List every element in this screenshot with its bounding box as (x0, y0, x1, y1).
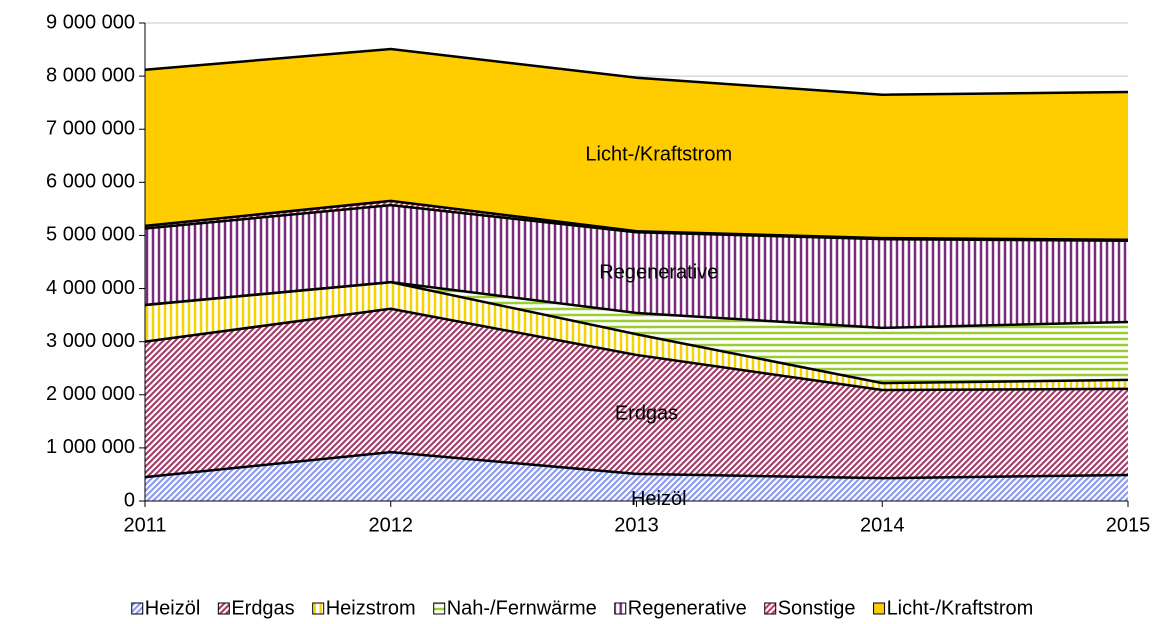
legend-swatch (873, 602, 886, 615)
legend-label: Erdgas (231, 597, 294, 619)
x-tick-label: 2014 (860, 514, 905, 536)
y-tick-label: 9 000 000 (46, 11, 135, 33)
area (145, 308, 1128, 479)
area (145, 282, 1128, 384)
x-tick-label: 2012 (369, 514, 414, 536)
area-edge (144, 280, 1129, 330)
legend-swatch (312, 602, 325, 615)
y-tick-label: 4 000 000 (46, 277, 135, 299)
area-label: Regenerative (599, 261, 718, 283)
y-tick-label: 5 000 000 (46, 224, 135, 246)
y-tick-label: 3 000 000 (46, 330, 135, 352)
legend-swatch (614, 602, 627, 615)
area-label: Erdgas (615, 403, 678, 425)
y-tick-label: 6 000 000 (46, 171, 135, 193)
y-tick-label: 0 (124, 489, 135, 511)
x-tick-label: 2013 (614, 514, 659, 536)
area-edge (144, 450, 1129, 480)
x-tick-label: 2015 (1106, 514, 1151, 536)
legend: Heizöl Erdgas Heizstrom Nah-/Fernwärme Regen… (131, 597, 1034, 619)
area-edge (144, 307, 1129, 392)
legend-swatch (433, 602, 446, 615)
legend-swatch (764, 602, 777, 615)
legend-label: Licht-/Kraftstrom (887, 597, 1034, 619)
area (145, 282, 1128, 390)
legend-swatch (131, 602, 144, 615)
legend-label: Sonstige (778, 597, 856, 619)
legend-label: Nah-/Fernwärme (447, 597, 597, 619)
x-tick-label: 2011 (123, 514, 166, 536)
y-tick-label: 2 000 000 (46, 383, 135, 405)
area (145, 452, 1128, 501)
area (145, 49, 1128, 240)
area-edge (144, 199, 1129, 241)
legend-label: Heizstrom (326, 597, 416, 619)
legend-label: Regenerative (628, 597, 747, 619)
legend-swatch (217, 602, 230, 615)
y-tick-label: 7 000 000 (46, 118, 135, 140)
legend-label: Heizöl (145, 597, 201, 619)
area-label: Licht-/Kraftstrom (585, 143, 732, 165)
area (145, 205, 1128, 328)
y-tick-label: 1 000 000 (46, 436, 135, 458)
area-label: Heizöl (631, 488, 687, 510)
area-edge (144, 47, 1129, 96)
y-tick-label: 8 000 000 (46, 64, 135, 86)
